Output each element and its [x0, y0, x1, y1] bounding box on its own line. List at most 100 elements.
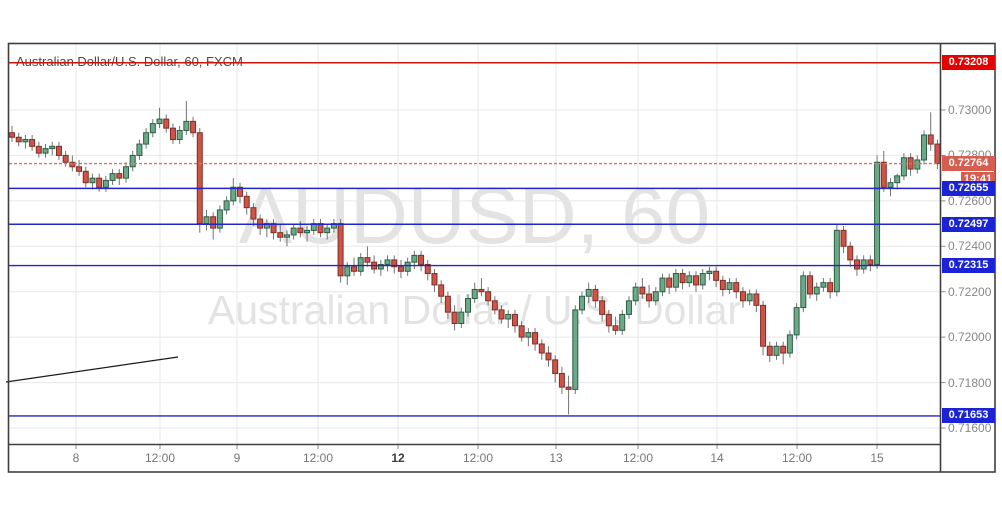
candle-down [237, 186, 244, 197]
candle-down [612, 325, 619, 331]
candle-down [351, 266, 358, 272]
candle-up [216, 209, 223, 229]
candle-up [579, 295, 586, 311]
candle-down [827, 282, 834, 293]
candle-up [465, 298, 472, 313]
candle-up [833, 229, 840, 293]
candle-up [820, 282, 827, 288]
candle-up [156, 118, 163, 125]
candle-down [250, 207, 257, 220]
candle-down [337, 223, 344, 277]
candle-up [176, 129, 183, 141]
candle-down [511, 313, 518, 327]
candle-down [82, 170, 89, 184]
candle-down [646, 293, 653, 302]
candle-up [377, 263, 384, 270]
candle-down [297, 227, 304, 234]
candle-down [418, 254, 425, 265]
candle-down [391, 259, 398, 268]
candle-up [290, 227, 297, 236]
candle-up [49, 145, 56, 150]
candle-down [96, 177, 103, 188]
candle-down [739, 291, 746, 302]
candle-down [780, 345, 787, 354]
candle-up [706, 270, 713, 275]
candle-up [525, 332, 532, 338]
candle-down [847, 245, 854, 261]
candle-down [498, 309, 505, 320]
candle-up [800, 275, 807, 309]
chart-frame [7, 42, 996, 473]
candle-down [431, 273, 438, 286]
candle-down [867, 259, 874, 265]
candle-down [29, 139, 36, 147]
candle-down [190, 120, 197, 134]
candle-down [599, 300, 606, 315]
candle-up [129, 154, 136, 168]
candle-up [659, 277, 666, 293]
candle-down [733, 282, 740, 293]
candle-up [572, 309, 579, 390]
candle-down [438, 284, 445, 297]
candle-down [880, 161, 887, 188]
candle-up [149, 123, 156, 134]
candle-up [411, 254, 418, 263]
candle-down [196, 132, 203, 225]
trend-line[interactable] [5, 356, 179, 383]
candle-down [491, 300, 498, 311]
candle-down [532, 332, 539, 345]
candle-up [304, 229, 311, 234]
candle-down [210, 216, 217, 229]
candle-down [364, 257, 371, 263]
candle-down [565, 386, 572, 390]
candle-down [753, 293, 760, 306]
candle-up [699, 273, 706, 286]
candle-up [22, 139, 29, 143]
candle-down [397, 266, 404, 272]
candle-up [357, 257, 364, 272]
candle-down [934, 143, 940, 165]
candle-down [424, 263, 431, 275]
candle-down [693, 275, 700, 286]
candle-down [9, 132, 15, 138]
candlesticks [9, 100, 940, 415]
candle-up [384, 259, 391, 265]
candle-down [538, 343, 545, 354]
candle-down [840, 229, 847, 247]
candle-up [625, 300, 632, 315]
candle-up [632, 286, 639, 302]
candle-up [42, 148, 49, 154]
gridlines [9, 44, 940, 444]
candle-down [277, 232, 284, 238]
candle-down [163, 118, 170, 129]
candle-up [652, 291, 659, 302]
candle-up [283, 234, 290, 238]
candle-down [76, 166, 83, 172]
candle-up [773, 345, 780, 356]
candle-down [243, 195, 250, 209]
candle-down [558, 372, 565, 388]
candle-up [894, 175, 901, 184]
candle-down [719, 279, 726, 290]
candle-up [458, 311, 465, 325]
candle-down [713, 270, 720, 281]
candle-down [545, 352, 552, 361]
candle-down [478, 288, 485, 293]
candle-down [116, 173, 123, 179]
candle-down [605, 313, 612, 327]
price-level-lines [9, 62, 940, 417]
candle-up [102, 179, 109, 188]
candle-down [766, 345, 773, 356]
candle-down [853, 259, 860, 270]
candle-down [927, 134, 934, 145]
candle-up [230, 186, 237, 202]
candle-up [143, 132, 150, 145]
candle-up [471, 288, 478, 300]
candle-down [69, 161, 76, 168]
candle-down [55, 145, 62, 156]
candle-up [109, 173, 116, 181]
candle-up [505, 313, 512, 320]
candle-up [786, 334, 793, 354]
